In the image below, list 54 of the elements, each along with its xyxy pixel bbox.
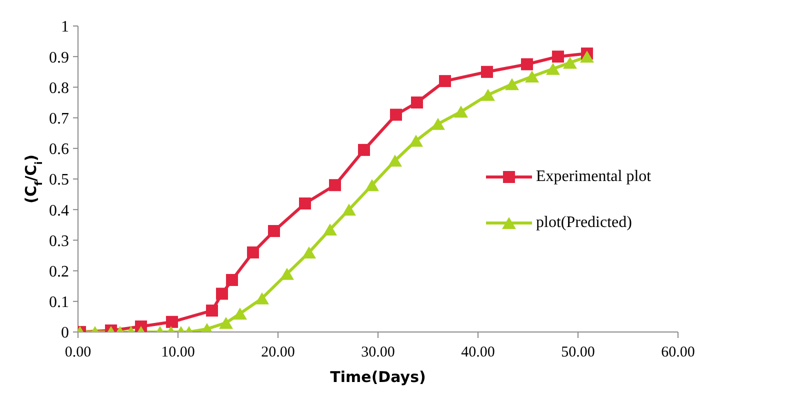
point	[299, 197, 311, 210]
point	[280, 268, 294, 280]
legend-label: Experimental plot	[536, 168, 652, 186]
point	[166, 316, 178, 328]
point	[481, 66, 493, 78]
point	[247, 246, 259, 258]
point	[409, 134, 423, 147]
point	[552, 50, 564, 63]
x-tick-label: 60.00	[661, 344, 695, 361]
point	[521, 58, 533, 70]
y-tick-label: 0.5	[49, 172, 69, 189]
point	[365, 179, 379, 192]
point	[439, 75, 451, 88]
point	[255, 292, 269, 304]
point	[563, 56, 577, 69]
point	[216, 288, 228, 300]
y-tick-label: 0.8	[49, 80, 69, 97]
y-tick-label: 0.2	[49, 263, 69, 280]
point	[226, 274, 238, 286]
y-tick-label: 0.7	[49, 110, 69, 128]
y-tick-label: 0	[61, 324, 69, 342]
point	[388, 154, 402, 167]
point	[302, 246, 316, 258]
point	[481, 88, 495, 101]
y-tick-label: 1	[61, 18, 69, 36]
y-tick-label: 0.3	[49, 232, 69, 250]
point	[268, 225, 280, 238]
point	[206, 304, 218, 317]
x-axis-title: Time(Days)	[330, 368, 426, 386]
point	[411, 96, 423, 108]
x-tick-label: 0.00	[64, 344, 92, 361]
y-tick-label: 0.9	[49, 49, 69, 66]
point	[358, 144, 370, 156]
point	[454, 106, 468, 118]
y-tick-label: 0.6	[49, 141, 69, 158]
y-tick-label: 0.1	[49, 294, 69, 312]
legend-label: plot(Predicted)	[536, 214, 632, 232]
point	[323, 223, 337, 236]
point	[233, 308, 247, 320]
point	[546, 62, 560, 75]
y-tick-label: 0.4	[49, 202, 69, 220]
point	[505, 78, 519, 90]
x-tick-label: 30.00	[361, 344, 395, 361]
x-tick-label: 40.00	[461, 344, 495, 361]
point	[580, 50, 594, 63]
point	[329, 179, 341, 192]
x-tick-label: 50.00	[561, 344, 595, 361]
point	[525, 70, 539, 82]
x-tick-label: 10.00	[161, 344, 195, 361]
point	[390, 108, 402, 121]
point	[342, 204, 356, 216]
point	[431, 118, 445, 130]
x-tick-label: 20.00	[261, 344, 295, 361]
point	[219, 316, 233, 329]
